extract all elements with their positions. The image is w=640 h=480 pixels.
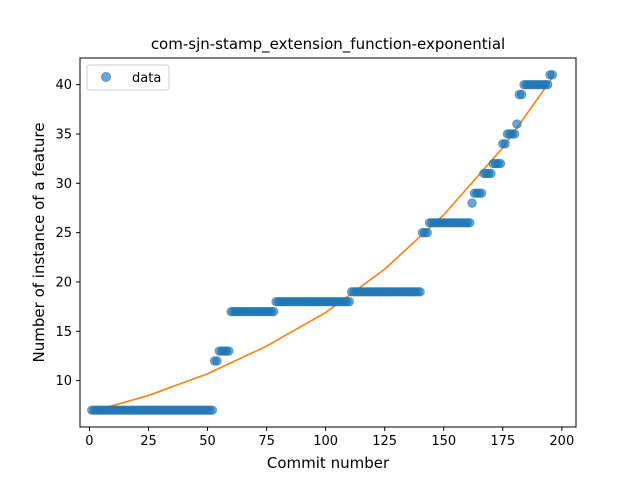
chart-title: com-sjn-stamp_extension_function-exponen… xyxy=(151,35,505,54)
data-point xyxy=(486,168,496,179)
y-tick-label: 25 xyxy=(55,226,72,241)
y-tick-label: 30 xyxy=(55,177,72,192)
x-tick-label: 75 xyxy=(258,434,275,449)
data-point xyxy=(542,79,553,90)
y-axis-ticks: 10 15 20 25 30 35 40 xyxy=(55,78,80,389)
data-point xyxy=(212,356,222,366)
plot-area xyxy=(79,57,577,428)
data-point xyxy=(344,297,354,307)
data-point xyxy=(495,158,506,169)
x-tick-label: 175 xyxy=(490,434,515,449)
data-point xyxy=(509,129,520,139)
data-point xyxy=(512,119,522,129)
x-tick-label: 125 xyxy=(372,434,397,449)
data-point xyxy=(415,287,425,297)
plot-frame xyxy=(79,57,577,428)
x-tick-label: 200 xyxy=(549,434,574,449)
y-tick-label: 10 xyxy=(55,374,72,389)
y-tick-label: 20 xyxy=(55,275,72,290)
x-tick-label: 25 xyxy=(140,434,157,449)
data-point xyxy=(224,346,234,356)
legend: data xyxy=(86,64,170,91)
data-point xyxy=(500,139,510,149)
y-tick-label: 40 xyxy=(55,78,72,93)
data-point xyxy=(467,198,477,208)
data-point xyxy=(207,405,217,415)
data-point xyxy=(422,227,432,238)
data-point xyxy=(465,218,475,228)
x-tick-label: 100 xyxy=(313,434,338,449)
legend-marker-data xyxy=(101,72,111,82)
x-axis-ticks: 0 25 50 75 100 125 150 175 200 xyxy=(85,427,574,449)
y-axis-label: Number of instance of a feature xyxy=(30,123,48,363)
x-tick-label: 0 xyxy=(85,434,93,449)
data-point xyxy=(476,188,487,198)
legend-label-data: data xyxy=(132,71,161,86)
legend-box xyxy=(86,64,170,91)
x-tick-label: 50 xyxy=(199,434,216,449)
y-tick-label: 35 xyxy=(55,127,72,142)
data-point xyxy=(547,70,558,80)
y-tick-label: 15 xyxy=(55,325,72,340)
data-point xyxy=(268,306,279,317)
x-axis-label: Commit number xyxy=(267,454,390,472)
data-points xyxy=(87,70,558,415)
data-point xyxy=(516,89,527,100)
x-tick-label: 150 xyxy=(431,434,456,449)
